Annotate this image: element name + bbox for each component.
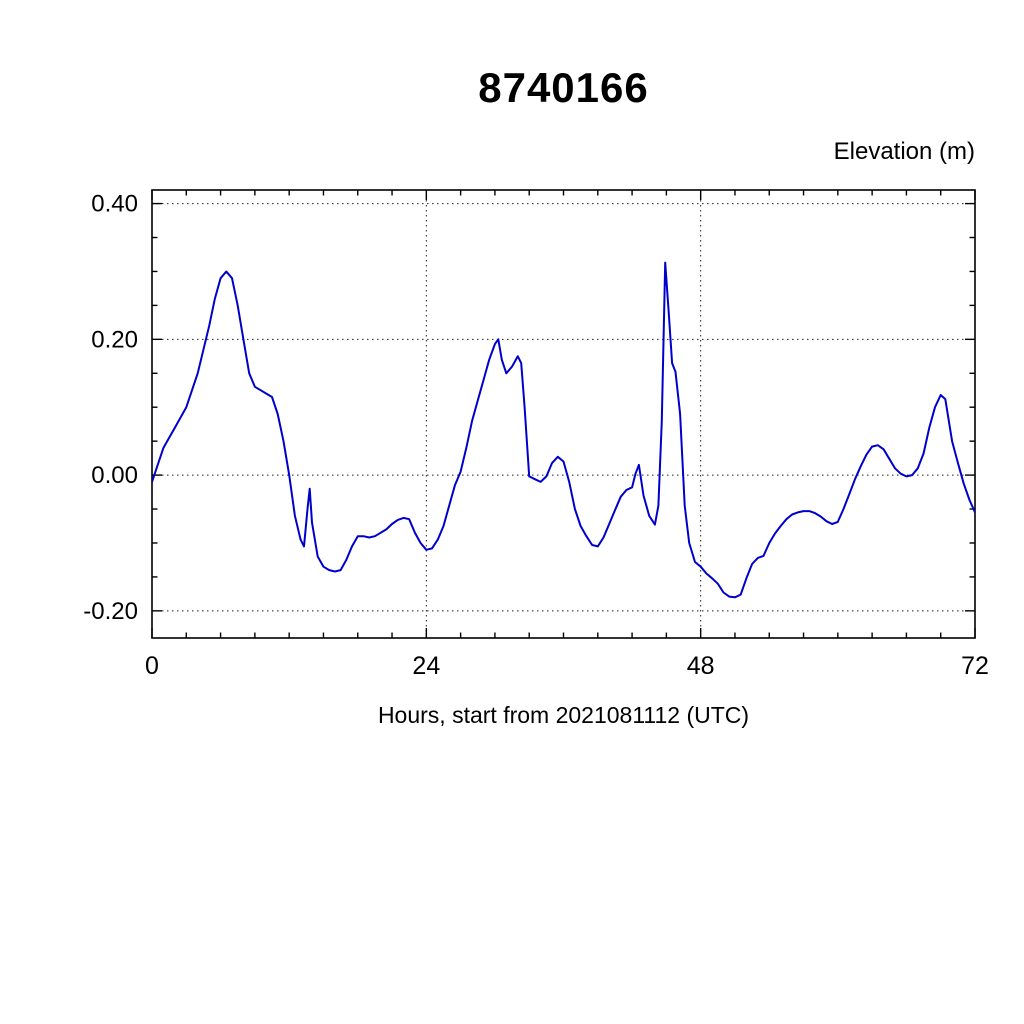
right-axis-title: Elevation (m) bbox=[833, 138, 975, 165]
x-axis-title: Hours, start from 2021081112 (UTC) bbox=[377, 702, 750, 728]
plot-frame bbox=[151, 189, 976, 639]
chart-title: 8740166 bbox=[478, 64, 649, 111]
x-tick-label: 72 bbox=[961, 652, 989, 680]
elevation-line bbox=[152, 261, 975, 599]
x-tick-label: 0 bbox=[145, 652, 159, 680]
x-tick-label: 24 bbox=[412, 652, 440, 680]
y-tick-label: 0.00 bbox=[91, 462, 138, 489]
y-tick-label: -0.20 bbox=[83, 598, 138, 625]
x-tick-label: 48 bbox=[687, 652, 715, 680]
y-tick-label: 0.40 bbox=[91, 191, 138, 218]
y-tick-label: 0.20 bbox=[91, 326, 138, 353]
